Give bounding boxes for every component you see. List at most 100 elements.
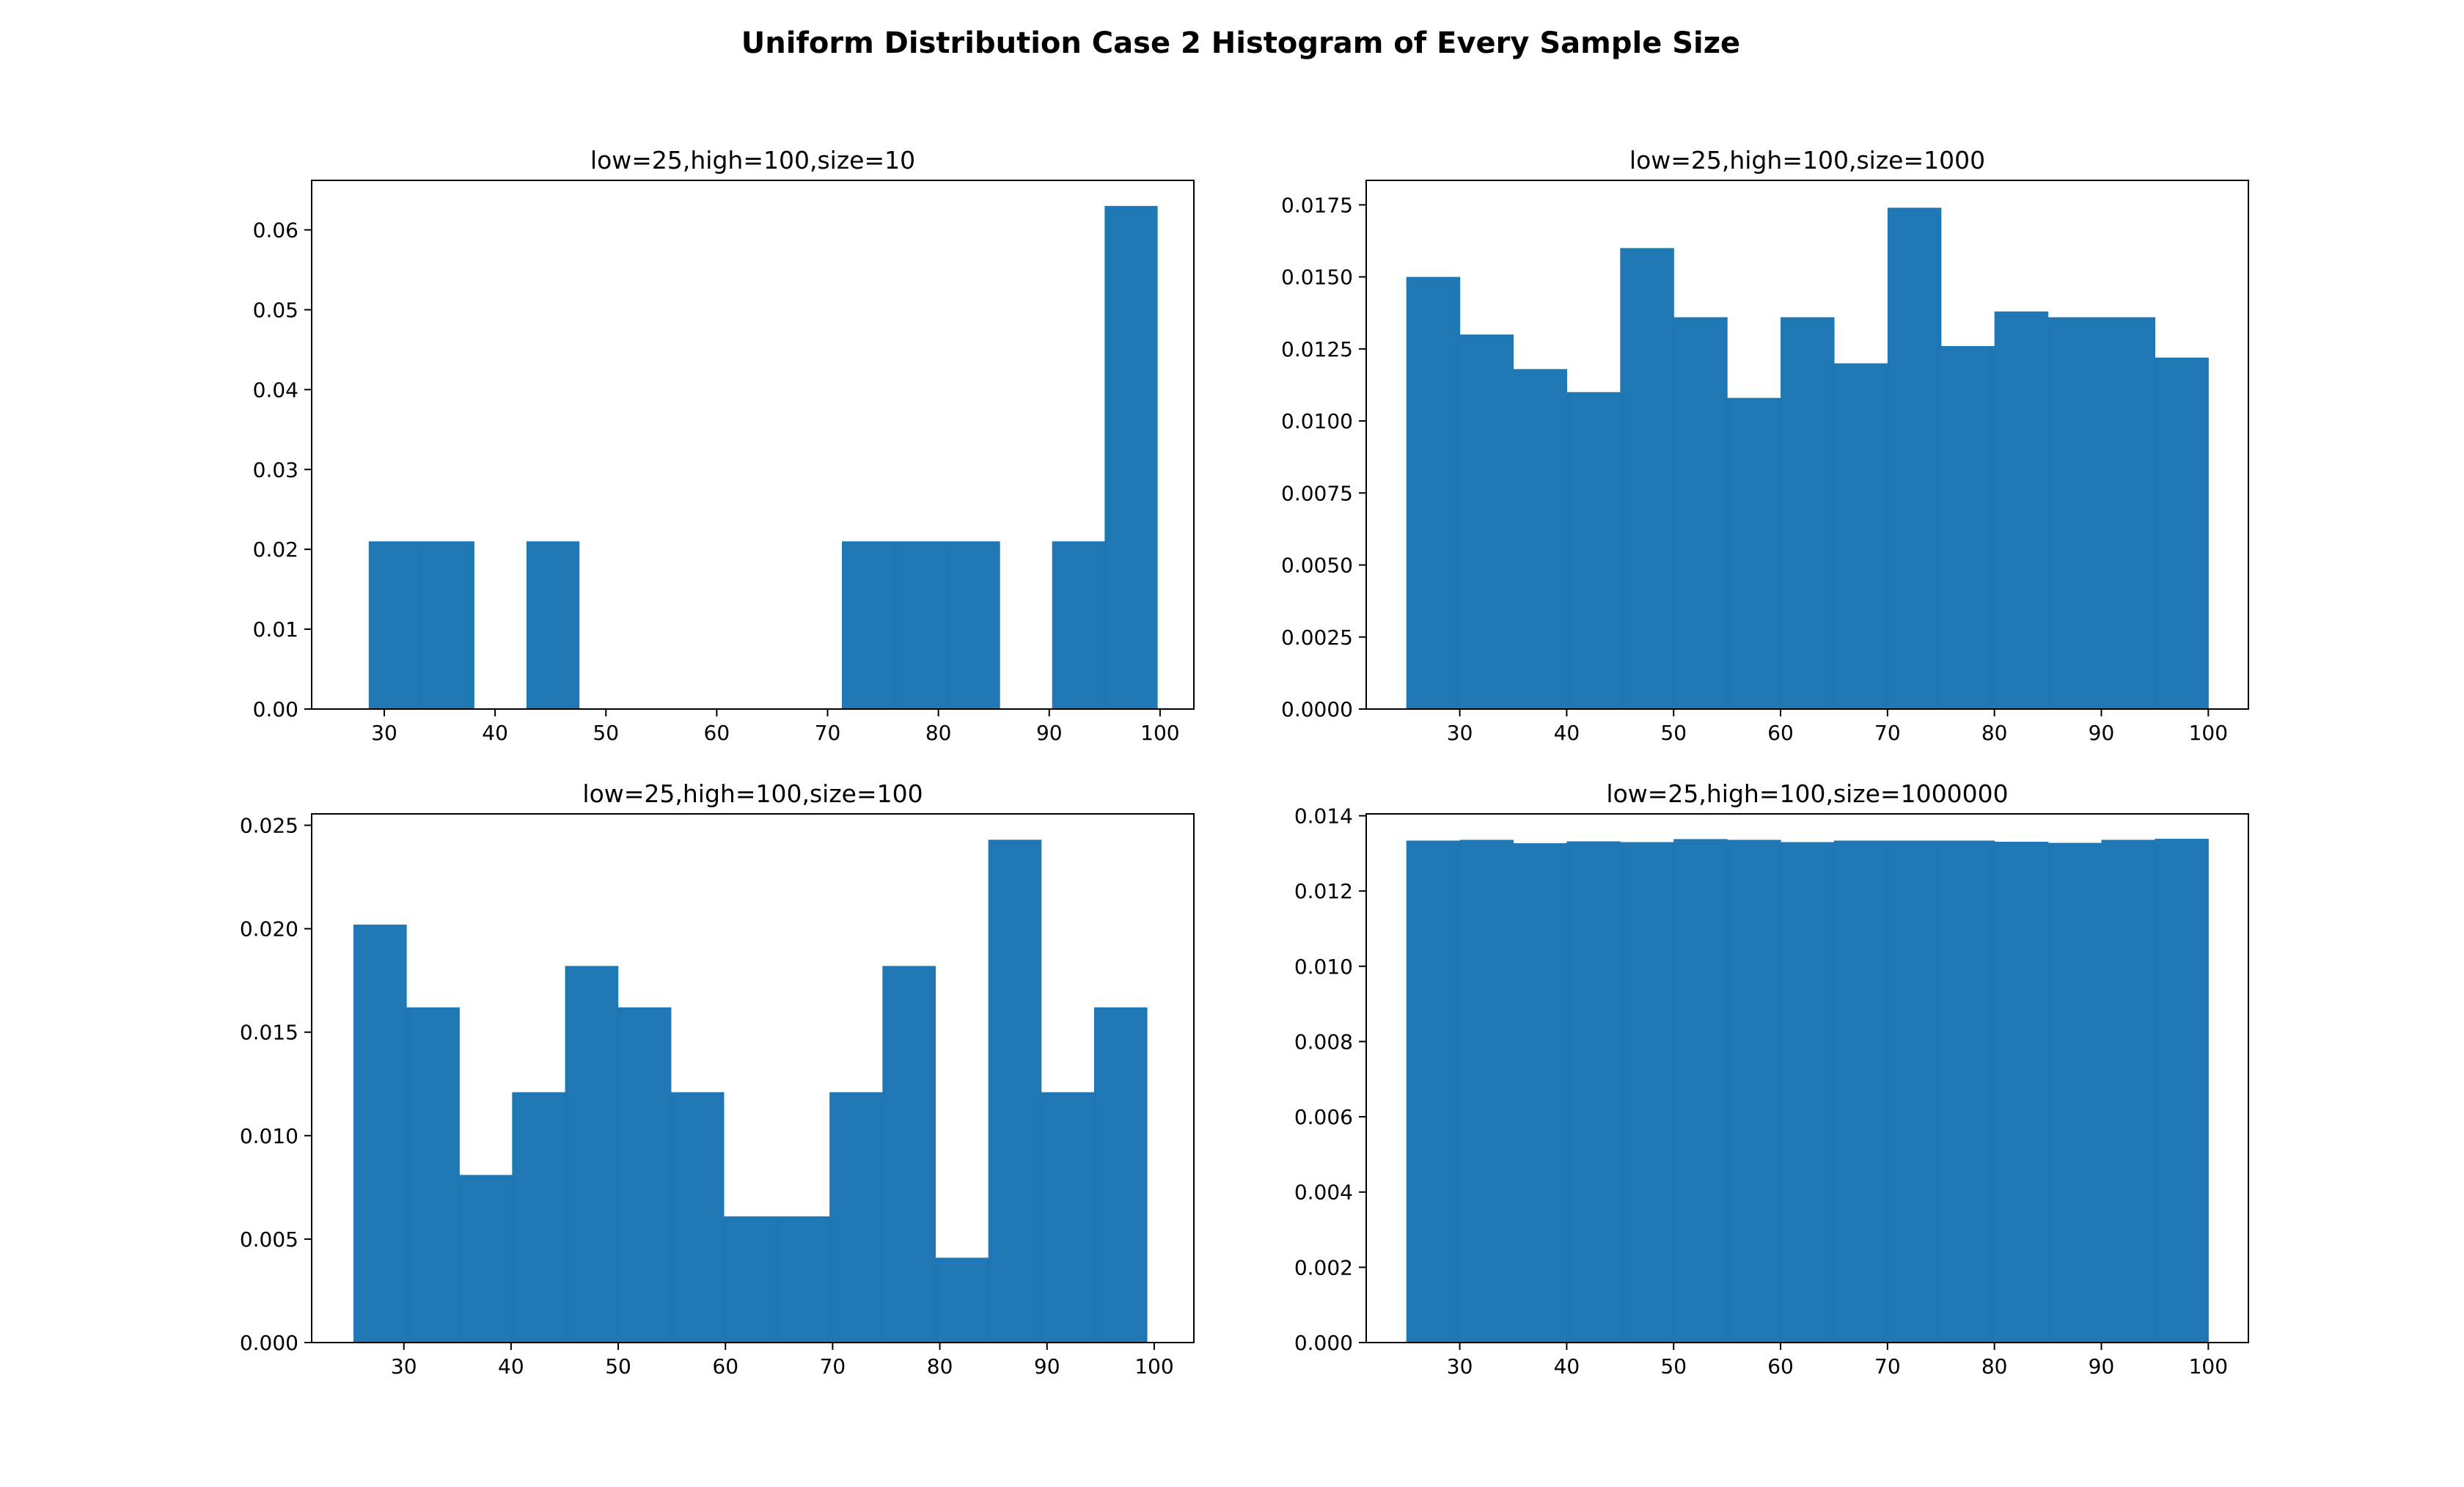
histogram-bar <box>1727 840 1781 1343</box>
histogram-bar <box>1566 841 1621 1343</box>
histogram-bar <box>1406 276 1461 709</box>
histogram-bar <box>1406 840 1461 1343</box>
histogram-bar <box>2047 842 2102 1343</box>
axes-frame <box>311 813 1195 1343</box>
x-tick-label: 70 <box>815 721 841 745</box>
histogram-bar <box>1041 1092 1095 1343</box>
x-tick-label: 30 <box>1447 721 1473 745</box>
y-tick-label: 0.002 <box>1294 1255 1353 1279</box>
histogram-bar <box>1887 208 1942 710</box>
y-tick-label: 0.012 <box>1294 879 1353 903</box>
x-tick-label: 40 <box>1554 1354 1580 1378</box>
x-tick-label: 30 <box>371 721 397 745</box>
histogram-bar <box>459 1175 513 1343</box>
y-tick-label: 0.0150 <box>1281 265 1353 290</box>
y-tick-label: 0.010 <box>1294 955 1353 979</box>
histogram-bar <box>1673 839 1728 1343</box>
histogram-bar <box>842 541 895 709</box>
histogram-bar <box>1566 392 1621 709</box>
histogram-bar <box>1994 311 2049 709</box>
x-tick-label: 90 <box>1034 1354 1060 1378</box>
y-tick-label: 0.0050 <box>1281 554 1353 578</box>
histogram-bar <box>2155 838 2209 1343</box>
histogram-bar <box>421 541 474 709</box>
subplot-title: low=25,high=100,size=100 <box>582 779 923 808</box>
x-tick-label: 40 <box>482 721 508 745</box>
histogram-bar <box>2101 317 2156 709</box>
x-tick-label: 30 <box>1447 1354 1473 1378</box>
histogram-bar <box>406 1007 460 1343</box>
x-tick-label: 60 <box>704 721 730 745</box>
y-tick-label: 0.0175 <box>1281 193 1353 217</box>
histogram-bar <box>1620 248 1674 710</box>
y-tick-label: 0.06 <box>253 219 298 243</box>
histogram-bar <box>1052 541 1105 709</box>
histogram-bar <box>988 840 1042 1343</box>
histogram-bar <box>368 541 422 709</box>
histogram-bar <box>1727 397 1781 709</box>
x-tick-label: 60 <box>1767 1354 1794 1378</box>
histogram-bar <box>1833 840 1888 1343</box>
x-tick-label: 70 <box>1874 1354 1901 1378</box>
histogram-bar <box>2101 840 2156 1343</box>
y-tick-label: 0.0125 <box>1281 337 1353 361</box>
subplot-title: low=25,high=100,size=10 <box>590 146 915 175</box>
y-tick-label: 0.005 <box>240 1227 298 1252</box>
histogram-bar <box>1459 334 1514 709</box>
subplot-4: 30 40 50 60 70 80 90 100 0.000 0.002 0.004 0.006 0.0… <box>1294 779 2249 1378</box>
y-tick-label: 0.020 <box>240 917 298 941</box>
x-tick-label: 30 <box>391 1354 417 1378</box>
y-tick-label: 0.014 <box>1294 804 1353 829</box>
histogram-bar <box>1620 842 1674 1343</box>
histogram-bar <box>947 541 1000 709</box>
histogram-bar <box>1940 840 1995 1343</box>
x-tick-label: 50 <box>1660 1354 1687 1378</box>
histogram-bar <box>565 966 619 1343</box>
y-tick-label: 0.006 <box>1294 1105 1353 1129</box>
subplot-3: 30 40 50 60 70 80 90 100 0.000 0.005 0.010 0.015 0.0… <box>240 779 1195 1378</box>
y-tick-label: 0.010 <box>240 1124 298 1148</box>
subplot-title: low=25,high=100,size=1000 <box>1629 146 1985 175</box>
x-tick-label: 70 <box>820 1354 846 1378</box>
histogram-bar <box>617 1007 672 1343</box>
histogram-bar <box>723 1216 777 1343</box>
histogram-bar <box>670 1092 725 1343</box>
y-tick-label: 0.03 <box>253 458 298 482</box>
x-tick-label: 50 <box>593 721 619 745</box>
y-tick-label: 0.0100 <box>1281 409 1353 433</box>
x-tick-label: 40 <box>1554 721 1580 745</box>
x-tick-label: 80 <box>925 721 952 745</box>
axes-frame <box>1365 180 2249 710</box>
histogram-bar <box>1459 840 1514 1343</box>
histogram-bar <box>1104 205 1158 710</box>
axes-frame <box>311 180 1195 710</box>
subplot-grid: 30 40 50 60 70 80 90 100 0.00 0.01 0.02 0.03 0.04 0.0… <box>240 146 2249 1378</box>
y-tick-label: 0.0075 <box>1281 481 1353 505</box>
histogram-bar <box>1887 840 1942 1343</box>
histogram-bar <box>1513 843 1568 1343</box>
x-tick-label: 80 <box>1981 721 2008 745</box>
y-tick-label: 0.02 <box>253 537 298 562</box>
x-tick-label: 70 <box>1874 721 1901 745</box>
y-tick-label: 0.000 <box>240 1331 298 1355</box>
histogram-bar <box>829 1092 883 1343</box>
histogram-bar <box>526 541 580 709</box>
x-tick-label: 90 <box>2089 1354 2115 1378</box>
histogram-bar <box>1673 317 1728 709</box>
x-tick-label: 50 <box>605 1354 631 1378</box>
histogram-bar <box>894 541 947 709</box>
subplot-2: 30 40 50 60 70 80 90 100 0.0000 0.0025 0.0050 0.007… <box>1281 146 2249 745</box>
x-tick-label: 80 <box>1981 1354 2008 1378</box>
x-tick-label: 100 <box>2189 1354 2228 1378</box>
histogram-bar <box>882 966 936 1343</box>
histogram-bar <box>1781 317 1835 709</box>
histogram-bar <box>1833 363 1888 709</box>
x-tick-label: 90 <box>2089 721 2115 745</box>
subplot-1: 30 40 50 60 70 80 90 100 0.00 0.01 0.02 0.03 0.04 0.0… <box>253 146 1195 745</box>
histogram-bar <box>2047 317 2102 709</box>
y-tick-label: 0.04 <box>253 378 298 402</box>
histogram-bar <box>1940 345 1995 709</box>
y-tick-label: 0.008 <box>1294 1029 1353 1054</box>
y-tick-label: 0.004 <box>1294 1181 1353 1205</box>
